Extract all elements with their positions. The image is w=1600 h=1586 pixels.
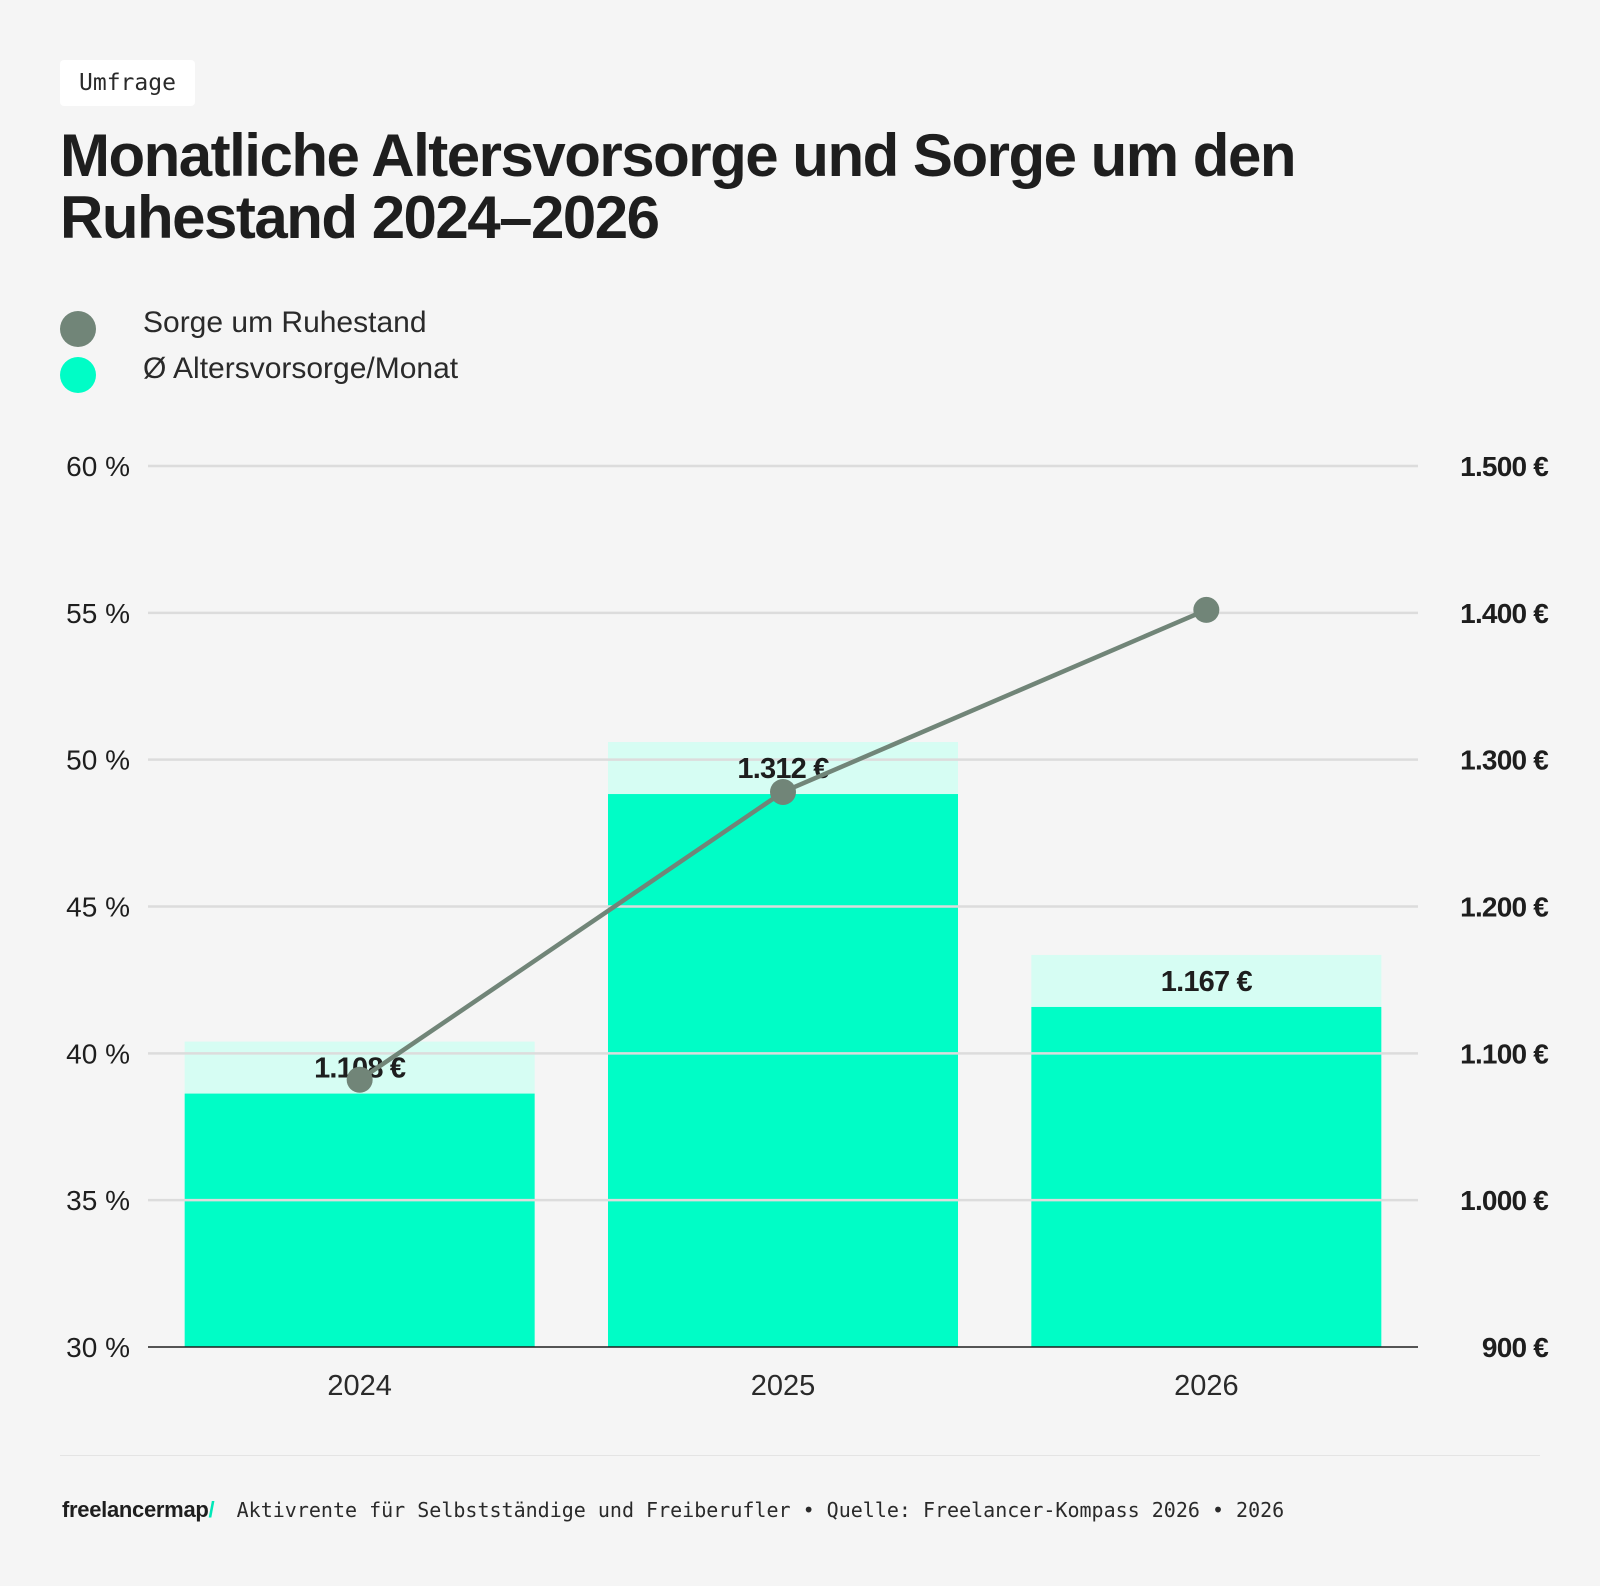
right-axis-tick-label: 900 € (1482, 1332, 1549, 1363)
left-axis-tick-label: 45 % (66, 892, 130, 923)
bar-value-label: 1.167 € (1161, 966, 1253, 998)
left-axis-tick-label: 55 % (66, 598, 130, 629)
line-point (346, 1066, 373, 1093)
category-tag: Umfrage (60, 60, 195, 106)
left-axis-tick-label: 60 % (66, 451, 130, 482)
brand-logo: freelancermap (62, 1497, 209, 1522)
left-axis-tick-label: 40 % (66, 1038, 130, 1069)
brand-mark: / (208, 1497, 215, 1522)
bar (1031, 1006, 1382, 1347)
right-axis-tick-label: 1.400 € (1460, 598, 1549, 629)
legend-swatch-altersvorsorge (60, 357, 96, 393)
legend-label-sorge: Sorge um Ruhestand (143, 306, 427, 339)
chart-title: Monatliche Altersvorsorge und Sorge um d… (60, 122, 1296, 251)
right-axis-tick-label: 1.300 € (1460, 745, 1549, 776)
line-point (1193, 596, 1220, 623)
left-axis-tick-label: 30 % (66, 1332, 130, 1363)
bar (608, 794, 958, 1347)
bars (184, 742, 1382, 1347)
right-axis-tick-label: 1.200 € (1460, 892, 1549, 923)
footer: freelancermap/ Aktivrente für Selbstständ… (62, 1497, 1284, 1523)
right-axis-tick-label: 1.500 € (1460, 451, 1549, 482)
combo-chart: 1.108 €1.312 €1.167 €60 %55 %50 %45 %40 … (66, 451, 1550, 1402)
footer-divider (60, 1455, 1540, 1456)
axes: 60 % 55 % 50 % 45 % 40 % 35 % 30 % 1.500 € 1.400… (66, 451, 1550, 1402)
line-point (770, 778, 796, 805)
bar-label-band (1031, 954, 1382, 1007)
legend-label-altersvorsorge: Ø Altersvorsorge/Monat (143, 352, 459, 385)
right-axis-tick-label: 1.000 € (1460, 1185, 1549, 1216)
bar (184, 1093, 535, 1347)
left-axis-tick-label: 50 % (66, 745, 130, 776)
line-series (346, 596, 1220, 1093)
legend-swatch-sorge (60, 311, 96, 347)
right-axis-tick-label: 1.100 € (1460, 1038, 1549, 1069)
footer-source: Aktivrente für Selbstständige und Freibe… (236, 1498, 1285, 1522)
x-axis-tick-label: 2025 (751, 1370, 816, 1402)
left-axis-tick-label: 35 % (66, 1185, 130, 1216)
x-axis-tick-label: 2026 (1174, 1370, 1239, 1402)
x-axis-tick-label: 2024 (327, 1370, 392, 1402)
